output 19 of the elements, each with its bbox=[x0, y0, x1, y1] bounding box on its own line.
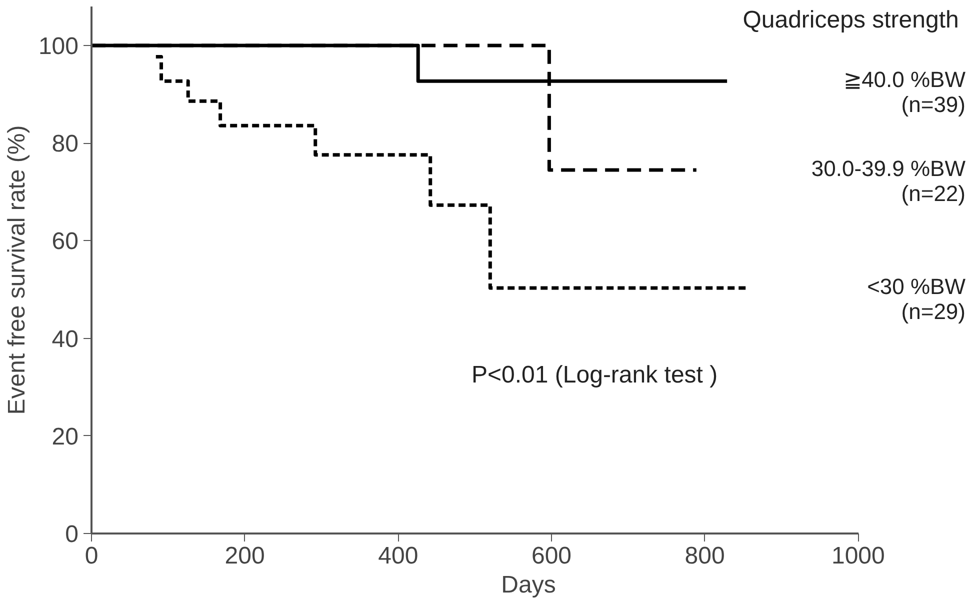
x-tick-label: 1000 bbox=[831, 542, 885, 570]
text: <30 %BW (n=29) bbox=[867, 274, 966, 324]
y-tick-label: 60 bbox=[52, 228, 79, 256]
text: ≧40.0 %BW (n=39) bbox=[844, 67, 966, 118]
y-tick-label: 100 bbox=[38, 33, 79, 60]
text: 30.0-39.9 %BW (n=22) bbox=[811, 156, 966, 206]
annotation: P<0.01 (Log-rank test ) bbox=[472, 362, 718, 388]
legend-title: Quadriceps strength bbox=[742, 6, 959, 34]
y-tick-label: 40 bbox=[52, 326, 79, 353]
x-tick-label: 200 bbox=[224, 542, 265, 570]
x-tick-label: 400 bbox=[378, 542, 418, 570]
x-tick-label: 800 bbox=[684, 542, 725, 570]
y-axis-title: Event free survival rate (%) bbox=[3, 125, 30, 415]
x-tick-label: 0 bbox=[84, 542, 98, 570]
x-axis-title: Days bbox=[501, 572, 556, 598]
y-tick-label: 0 bbox=[65, 521, 79, 548]
y-tick-label: 80 bbox=[52, 130, 79, 158]
y-tick-label: 20 bbox=[52, 423, 79, 450]
x-tick-label: 600 bbox=[531, 542, 572, 570]
